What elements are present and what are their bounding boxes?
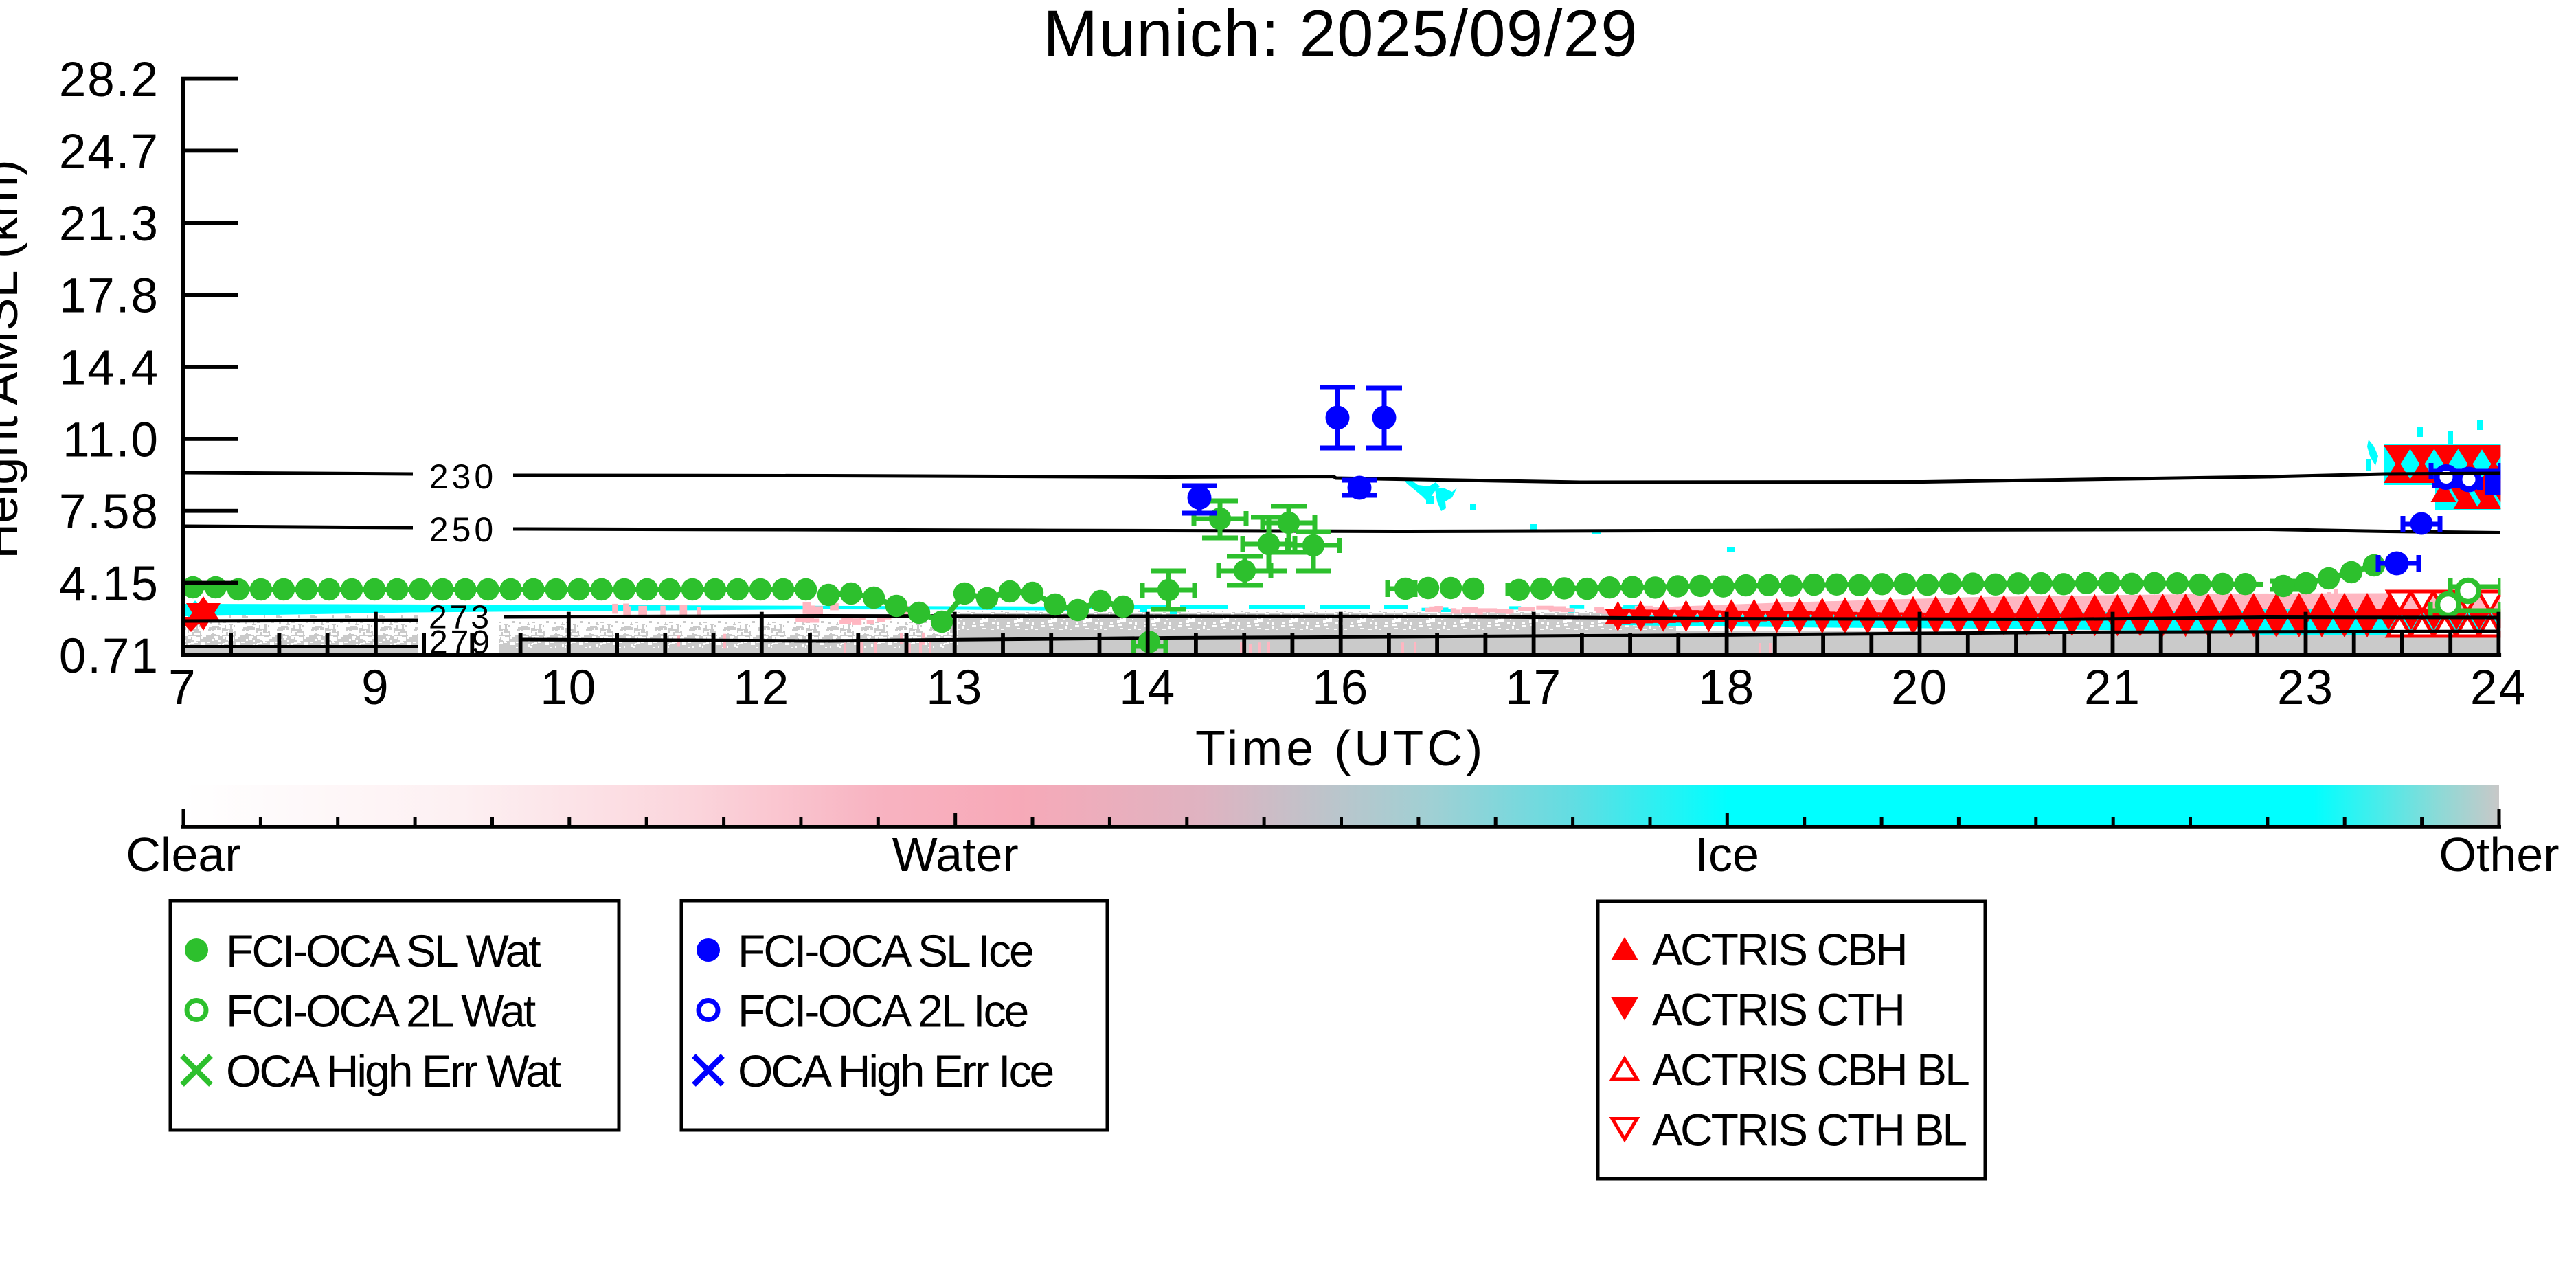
svg-text:Other: Other (2439, 828, 2559, 881)
svg-text:23: 23 (2277, 661, 2334, 715)
svg-text:20: 20 (1891, 661, 1948, 715)
svg-text:ACTRIS CTH BL: ACTRIS CTH BL (1652, 1105, 1966, 1155)
svg-text:OCA High Err Wat: OCA High Err Wat (226, 1046, 561, 1096)
svg-text:21.3: 21.3 (59, 197, 159, 251)
svg-text:16: 16 (1312, 661, 1369, 715)
svg-text:24.7: 24.7 (59, 125, 159, 179)
svg-text:230: 230 (429, 457, 497, 496)
svg-text:OCA High Err Ice: OCA High Err Ice (738, 1046, 1052, 1096)
svg-text:Water: Water (892, 828, 1019, 881)
svg-text:7: 7 (168, 661, 197, 715)
svg-text:17: 17 (1505, 661, 1562, 715)
svg-text:17.8: 17.8 (59, 269, 159, 324)
svg-text:FCI-OCA 2L Ice: FCI-OCA 2L Ice (738, 986, 1028, 1037)
svg-text:28.2: 28.2 (59, 53, 159, 107)
svg-text:ACTRIS CTH: ACTRIS CTH (1652, 984, 1903, 1035)
svg-text:279: 279 (429, 624, 493, 661)
svg-text:0.71: 0.71 (59, 629, 159, 683)
svg-text:FCI-OCA 2L Wat: FCI-OCA 2L Wat (226, 986, 536, 1037)
svg-text:Time (UTC): Time (UTC) (1195, 721, 1486, 776)
svg-text:21: 21 (2084, 661, 2141, 715)
svg-text:4.15: 4.15 (59, 557, 159, 611)
svg-text:14.4: 14.4 (59, 341, 159, 396)
svg-text:Ice: Ice (1695, 828, 1759, 881)
svg-text:11.0: 11.0 (63, 413, 159, 467)
svg-text:7.58: 7.58 (59, 485, 159, 539)
svg-text:13: 13 (926, 661, 983, 715)
svg-text:ACTRIS CBH BL: ACTRIS CBH BL (1652, 1044, 1969, 1095)
svg-text:250: 250 (429, 510, 497, 549)
svg-text:Clear: Clear (126, 828, 240, 881)
svg-text:10: 10 (540, 661, 597, 715)
svg-text:Munich: 2025/09/29: Munich: 2025/09/29 (1043, 0, 1638, 71)
svg-text:18: 18 (1698, 661, 1755, 715)
svg-text:12: 12 (733, 661, 790, 715)
svg-text:Height AMSL (km): Height AMSL (km) (0, 159, 28, 558)
svg-text:ACTRIS CBH: ACTRIS CBH (1652, 924, 1906, 975)
svg-text:14: 14 (1119, 661, 1176, 715)
svg-text:FCI-OCA SL Wat: FCI-OCA SL Wat (226, 925, 541, 976)
svg-text:FCI-OCA SL Ice: FCI-OCA SL Ice (738, 925, 1032, 976)
svg-text:273: 273 (429, 600, 492, 636)
svg-text:9: 9 (361, 661, 390, 715)
svg-text:24: 24 (2470, 661, 2527, 715)
